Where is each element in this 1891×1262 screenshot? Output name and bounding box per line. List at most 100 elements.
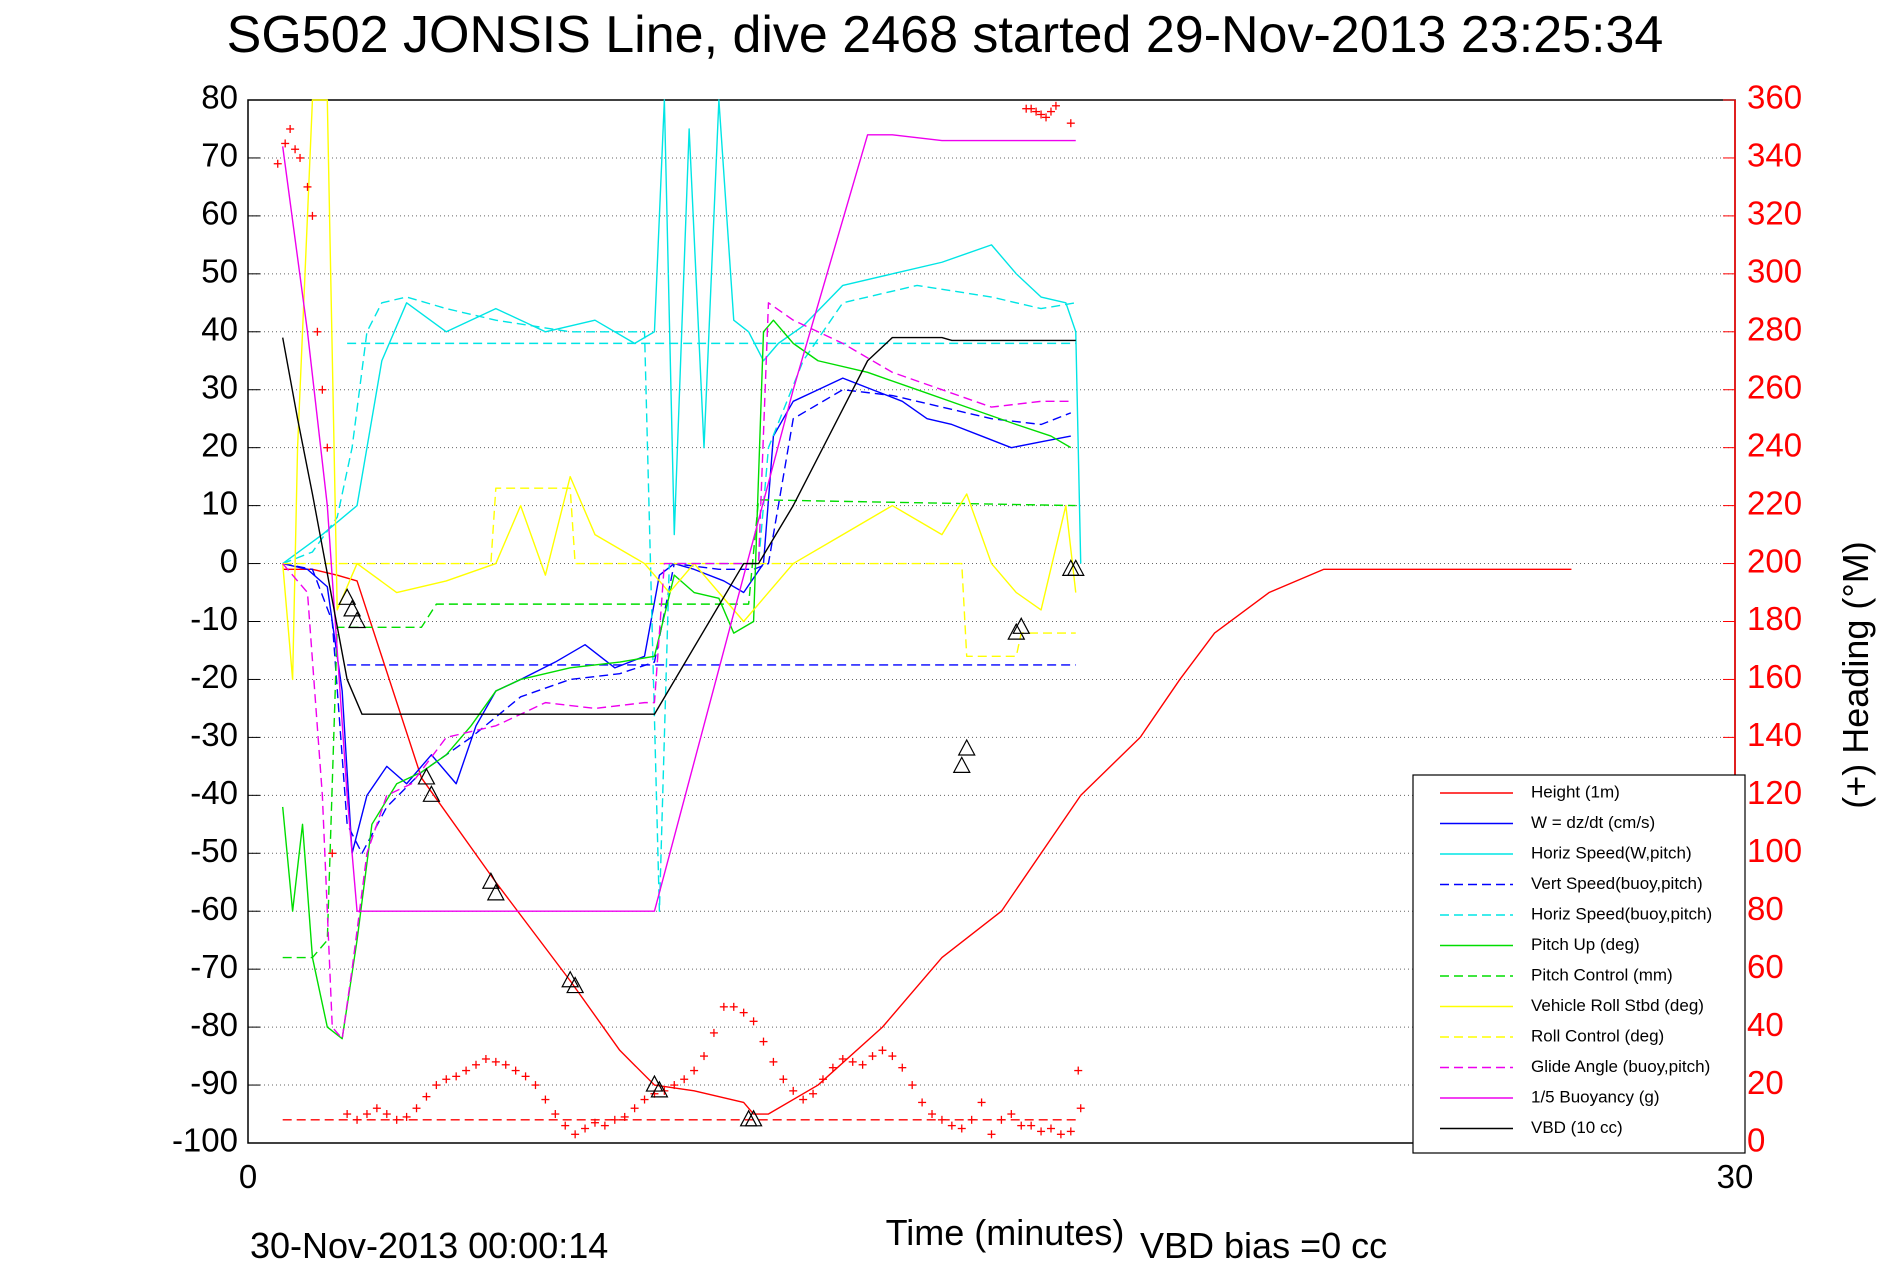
footer-left: 30-Nov-2013 00:00:14 xyxy=(250,1225,608,1262)
heading-point xyxy=(541,1095,550,1104)
footer-right: VBD bias =0 cc xyxy=(1140,1225,1387,1262)
heading-markers xyxy=(273,101,1085,1139)
left-tick-label: -50 xyxy=(190,832,238,869)
right-tick-label: 80 xyxy=(1747,890,1784,927)
heading-point xyxy=(1037,1127,1046,1136)
legend-entry: Glide Angle (buoy,pitch) xyxy=(1531,1057,1710,1076)
heading-point xyxy=(670,1081,679,1090)
vertex-marker xyxy=(343,599,362,617)
left-tick-label: -60 xyxy=(190,890,238,927)
heading-point xyxy=(749,1017,758,1026)
heading-point xyxy=(789,1086,798,1095)
left-tick-label: 50 xyxy=(201,253,238,290)
left-tick-label: 20 xyxy=(201,426,238,463)
heading-point xyxy=(581,1124,590,1133)
right-tick-label: 220 xyxy=(1747,484,1802,521)
heading-point xyxy=(690,1066,699,1075)
heading-point xyxy=(630,1104,639,1113)
heading-point xyxy=(323,443,332,452)
heading-point xyxy=(402,1112,411,1121)
heading-point xyxy=(382,1110,391,1119)
left-tick-label: -40 xyxy=(190,774,238,811)
heading-point xyxy=(1056,1130,1065,1139)
heading-point xyxy=(1076,1104,1085,1113)
heading-point xyxy=(818,1075,827,1084)
heading-point xyxy=(491,1057,500,1066)
legend-entry: Horiz Speed(buoy,pitch) xyxy=(1531,904,1712,923)
heading-point xyxy=(392,1115,401,1124)
heading-point xyxy=(308,211,317,220)
heading-point xyxy=(1042,113,1051,122)
heading-point xyxy=(809,1089,818,1098)
heading-point xyxy=(501,1060,510,1069)
vertex-marker xyxy=(957,738,976,756)
heading-point xyxy=(719,1002,728,1011)
heading-point xyxy=(462,1066,471,1075)
right-tick-label: 60 xyxy=(1747,948,1784,985)
legend-box xyxy=(1412,774,1746,1154)
heading-point xyxy=(291,145,300,154)
left-tick-label: -80 xyxy=(190,1006,238,1043)
heading-point xyxy=(709,1028,718,1037)
heading-point xyxy=(729,1002,738,1011)
heading-point xyxy=(928,1110,937,1119)
heading-point xyxy=(680,1075,689,1084)
right-tick-label: 320 xyxy=(1747,195,1802,232)
series-line xyxy=(282,284,1076,912)
vertex-marker xyxy=(338,588,357,605)
heading-point xyxy=(620,1112,629,1121)
vertex-marker xyxy=(1012,617,1031,634)
right-tick-label: 240 xyxy=(1747,426,1802,463)
series-line xyxy=(282,336,1076,715)
heading-point xyxy=(888,1052,897,1061)
left-tick-label: 70 xyxy=(201,137,238,174)
heading-point xyxy=(281,139,290,148)
heading-point xyxy=(1037,110,1046,119)
right-axis-ticks: 3603403203002802602402202001801601401201… xyxy=(1723,79,1802,1159)
legend-entry: 1/5 Buoyancy (g) xyxy=(1531,1087,1660,1106)
left-tick-label: 30 xyxy=(201,368,238,405)
heading-point xyxy=(858,1060,867,1069)
heading-point xyxy=(313,327,322,336)
series-line xyxy=(282,568,1572,1115)
heading-point xyxy=(362,1110,371,1119)
heading-point xyxy=(551,1110,560,1119)
heading-point xyxy=(328,849,337,858)
heading-point xyxy=(878,1046,887,1055)
left-tick-label: 0 xyxy=(220,542,238,579)
heading-point xyxy=(1046,107,1055,116)
heading-point xyxy=(442,1075,451,1084)
heading-point xyxy=(1066,1127,1075,1136)
vertex-marker xyxy=(744,1109,763,1127)
legend-entry: VBD (10 cc) xyxy=(1531,1118,1623,1137)
left-axis-ticks: 80 70 60 50 40 30 20 10 0 -10 -20 -30 -40 -50 -60 -70 -8… xyxy=(172,79,260,1159)
right-tick-label: 340 xyxy=(1747,137,1802,174)
left-tick-label: 10 xyxy=(201,484,238,521)
legend-entry: Roll Control (deg) xyxy=(1531,1026,1664,1045)
series-line xyxy=(282,134,1076,912)
heading-point xyxy=(318,385,327,394)
right-tick-label: 140 xyxy=(1747,716,1802,753)
series-line xyxy=(282,389,1072,854)
heading-point xyxy=(947,1121,956,1130)
heading-point xyxy=(273,159,282,168)
heading-point xyxy=(1074,1066,1083,1075)
heading-point xyxy=(700,1052,709,1061)
right-tick-label: 120 xyxy=(1747,774,1802,811)
left-tick-label: 80 xyxy=(201,79,238,116)
vertex-marker xyxy=(952,756,971,773)
vertex-marker xyxy=(566,976,585,994)
vertex-marker xyxy=(422,785,441,802)
legend-entry: Vehicle Roll Stbd (deg) xyxy=(1531,996,1704,1015)
x-tick-label: 0 xyxy=(239,1158,257,1195)
right-tick-label: 260 xyxy=(1747,368,1802,405)
vertex-marker xyxy=(481,871,500,889)
heading-point xyxy=(343,1110,352,1119)
heading-point xyxy=(759,1037,768,1046)
heading-point xyxy=(372,1104,381,1113)
left-tick-label: -70 xyxy=(190,948,238,985)
heading-point xyxy=(296,153,305,162)
vertex-marker xyxy=(1066,559,1085,576)
heading-point xyxy=(640,1095,649,1104)
